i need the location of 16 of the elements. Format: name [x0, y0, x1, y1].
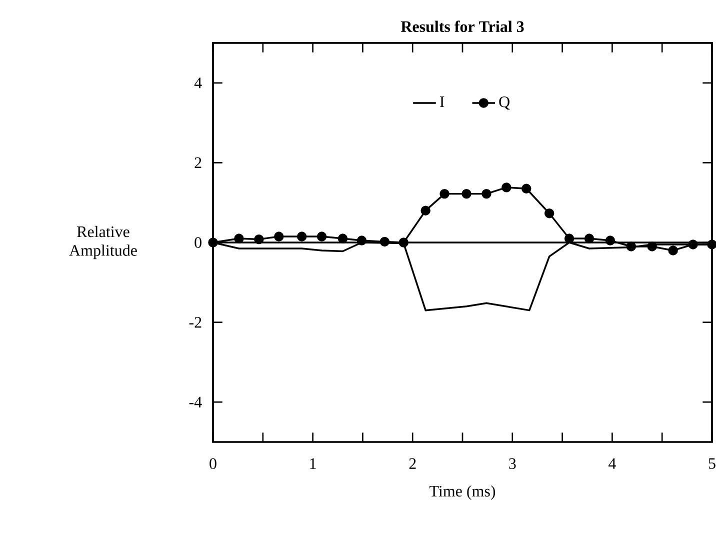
y-tick-label: -4 — [189, 396, 202, 408]
y-axis-title: Relative Amplitude — [69, 226, 137, 260]
legend-label: Q — [499, 96, 510, 110]
x-tick-label: 4 — [608, 458, 616, 469]
x-axis-title: Time (ms) — [430, 485, 496, 500]
legend-label: I — [440, 96, 444, 108]
x-tick-label: 2 — [409, 458, 416, 469]
y-tick-label: 4 — [194, 78, 202, 88]
x-tick-label: 1 — [310, 458, 316, 469]
y-tick-label: 2 — [194, 157, 202, 168]
x-tick-label: 3 — [509, 458, 516, 470]
chart-title: Results for Trial 3 — [400, 20, 524, 32]
x-tick-label: 5 — [708, 458, 716, 469]
y-tick-label: -2 — [189, 316, 202, 328]
x-tick-label: 0 — [210, 458, 216, 470]
y-tick-label: 0 — [194, 237, 202, 248]
